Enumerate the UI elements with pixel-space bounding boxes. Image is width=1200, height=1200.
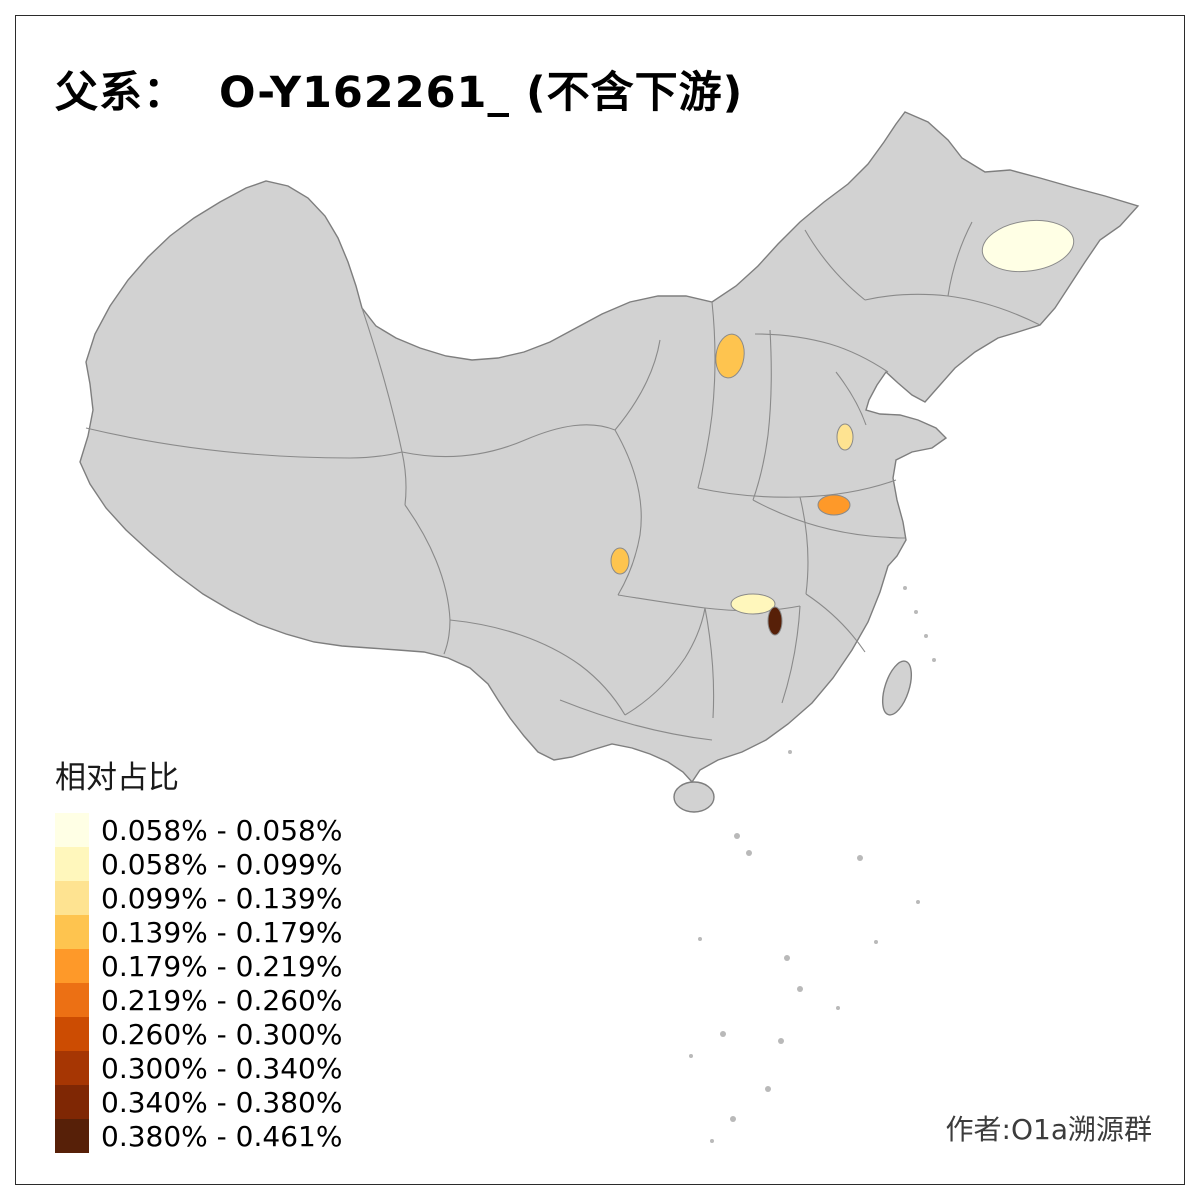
legend-item: 0.099% - 0.139%: [55, 881, 342, 915]
sichuan-highlight: [610, 547, 630, 575]
hunan-dark-highlight: [767, 606, 783, 636]
legend-label: 0.340% - 0.380%: [101, 1085, 343, 1119]
hainan-island: [673, 781, 715, 813]
legend-label: 0.139% - 0.179%: [101, 915, 343, 949]
author-credit: 作者:O1a溯源群: [945, 1113, 1152, 1146]
legend-item: 0.058% - 0.058%: [55, 813, 342, 847]
legend-swatch: [55, 1119, 89, 1153]
legend-swatch: [55, 813, 89, 847]
anhui-highlight: [817, 494, 851, 516]
legend-label: 0.260% - 0.300%: [101, 1017, 343, 1051]
legend-swatch: [55, 1051, 89, 1085]
legend: 相对占比 0.058% - 0.058% 0.058% - 0.099% 0.0…: [55, 752, 342, 1153]
legend-item: 0.219% - 0.260%: [55, 983, 342, 1017]
legend-swatch: [55, 881, 89, 915]
legend-label: 0.058% - 0.058%: [101, 813, 343, 847]
legend-title: 相对占比: [55, 760, 179, 796]
legend-swatch: [55, 847, 89, 881]
legend-item: 0.380% - 0.461%: [55, 1119, 342, 1153]
hunan-light-highlight: [730, 593, 776, 615]
northeast-highlight: [981, 219, 1075, 273]
page-title: 父系： O-Y162261_ (不含下游): [55, 68, 744, 118]
legend-swatch: [55, 915, 89, 949]
legend-label: 0.179% - 0.219%: [101, 949, 343, 983]
taiwan-island: [881, 660, 913, 716]
legend-label: 0.380% - 0.461%: [101, 1119, 343, 1153]
china-mainland: [79, 111, 1140, 784]
highlighted-regions: [610, 219, 1075, 636]
legend-label: 0.300% - 0.340%: [101, 1051, 343, 1085]
legend-label: 0.099% - 0.139%: [101, 881, 343, 915]
shandong-highlight: [836, 423, 854, 451]
legend-item: 0.179% - 0.219%: [55, 949, 342, 983]
legend-item: 0.340% - 0.380%: [55, 1085, 342, 1119]
legend-swatch: [55, 983, 89, 1017]
south-china-sea-islets: [689, 586, 936, 1143]
inner-mongolia-highlight: [715, 333, 745, 379]
legend-item: 0.260% - 0.300%: [55, 1017, 342, 1051]
legend-swatch: [55, 1085, 89, 1119]
legend-item: 0.058% - 0.099%: [55, 847, 342, 881]
legend-label: 0.058% - 0.099%: [101, 847, 343, 881]
legend-swatch: [55, 1017, 89, 1051]
legend-label: 0.219% - 0.260%: [101, 983, 343, 1017]
legend-item: 0.139% - 0.179%: [55, 915, 342, 949]
legend-item: 0.300% - 0.340%: [55, 1051, 342, 1085]
legend-swatch: [55, 949, 89, 983]
